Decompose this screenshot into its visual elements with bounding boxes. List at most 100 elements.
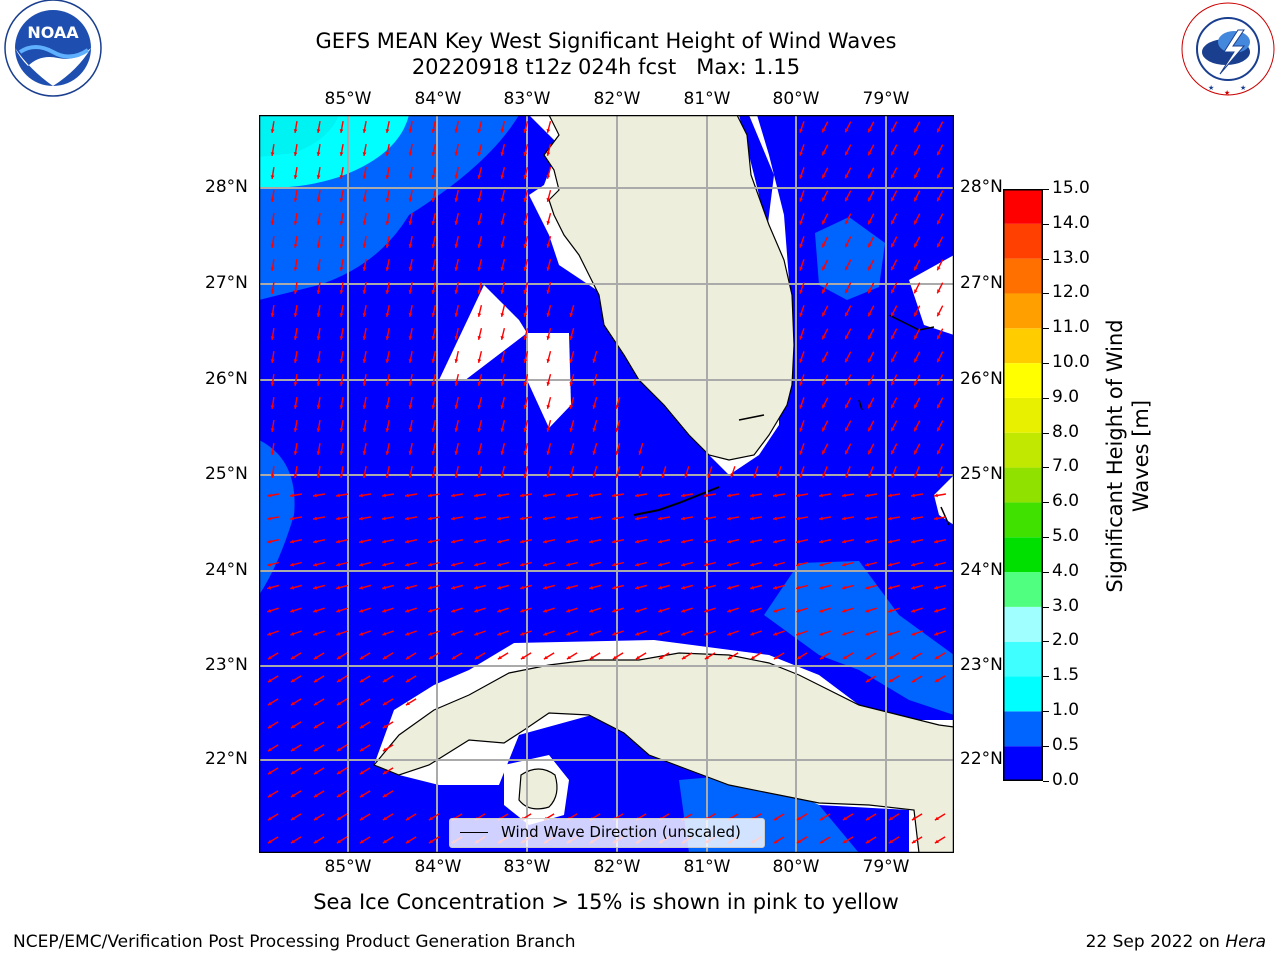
wave-direction-arrowhead xyxy=(474,608,479,613)
wave-direction-arrowhead xyxy=(316,244,321,248)
wave-direction-arrowhead xyxy=(868,289,872,294)
wave-direction-arrowhead xyxy=(428,493,432,498)
wave-direction-arrowhead xyxy=(382,516,386,521)
wave-direction-arrowhead xyxy=(727,608,732,613)
wave-direction-arrowhead xyxy=(431,359,436,363)
wave-direction-arrowhead xyxy=(681,608,686,613)
wave-direction-arrowhead xyxy=(799,381,803,386)
nws-logo: ★ ★ ★ xyxy=(1181,2,1275,97)
wave-direction-arrowhead xyxy=(454,267,459,271)
wave-direction-arrowhead xyxy=(339,428,344,432)
wave-direction-arrowhead xyxy=(799,289,803,294)
wave-direction-arrowhead xyxy=(523,473,528,478)
wave-direction-arrowhead xyxy=(822,427,826,432)
wave-direction-arrowhead xyxy=(658,608,663,613)
wave-direction-arrowhead xyxy=(937,174,941,179)
wave-direction-arrowhead xyxy=(592,404,597,409)
wave-direction-arrowhead xyxy=(267,655,272,660)
wave-direction-arrowhead xyxy=(336,655,341,660)
wave-direction-arrowhead xyxy=(845,174,849,179)
footer-date-text: 22 Sep 2022 on xyxy=(1085,932,1226,952)
wave-direction-arrowhead xyxy=(546,312,551,317)
wave-direction-arrowhead xyxy=(405,655,410,660)
colorbar-tick-label: 15.0 xyxy=(1052,178,1090,198)
wave-direction-arrowhead xyxy=(500,359,505,363)
wave-direction-arrowhead xyxy=(704,539,708,544)
wave-direction-arrowhead xyxy=(934,678,939,683)
wave-direction-arrowhead xyxy=(428,585,433,590)
wave-direction-arrowhead xyxy=(569,473,574,478)
colorbar-segment xyxy=(1003,746,1043,781)
wave-direction-arrowhead xyxy=(382,839,387,844)
wave-direction-arrowhead xyxy=(937,151,941,156)
wave-direction-arrowhead xyxy=(405,493,409,498)
colorbar-segment xyxy=(1003,676,1043,712)
lat-label-27n-left: 27°N xyxy=(205,273,248,293)
wave-direction-arrowhead xyxy=(454,474,459,478)
wave-direction-arrowhead xyxy=(911,632,916,636)
wave-direction-arrowhead xyxy=(313,678,318,683)
wave-direction-arrowhead xyxy=(267,562,272,567)
wave-direction-arrowhead xyxy=(937,427,941,432)
wave-direction-arrowhead xyxy=(842,562,847,567)
wave-direction-arrowhead xyxy=(911,678,916,683)
wave-direction-arrowhead xyxy=(336,562,341,567)
wave-direction-arrowhead xyxy=(405,608,410,613)
wave-direction-arrowhead xyxy=(339,313,344,317)
colorbar-segment xyxy=(1003,189,1043,224)
wave-direction-arrowhead xyxy=(704,585,709,590)
wave-direction-arrowhead xyxy=(566,632,571,636)
wave-direction-arrowhead xyxy=(359,701,364,706)
wave-direction-arrowhead xyxy=(405,562,410,567)
wave-direction-arrowhead xyxy=(336,839,341,844)
wave-direction-arrowhead xyxy=(313,539,317,544)
wave-direction-arrowhead xyxy=(822,404,826,409)
wave-direction-arrowhead xyxy=(845,197,849,202)
wave-direction-arrowhead xyxy=(546,450,551,455)
wave-direction-arrowhead xyxy=(914,358,918,363)
wave-direction-arrowhead xyxy=(477,382,482,386)
wave-direction-arrowhead xyxy=(523,243,528,248)
colorbar-tick-mark xyxy=(1043,641,1049,643)
wave-direction-arrowhead xyxy=(845,404,849,409)
wave-direction-arrowhead xyxy=(313,632,318,636)
wave-field-0p5-1p0-atlantic xyxy=(815,217,885,300)
wave-direction-arrowhead xyxy=(819,585,824,590)
wave-direction-arrowhead xyxy=(431,198,436,202)
colorbar-tick-label: 1.5 xyxy=(1052,665,1080,686)
wave-direction-arrowhead xyxy=(408,244,413,248)
wave-direction-arrowhead xyxy=(796,539,800,544)
wave-direction-arrowhead xyxy=(359,608,364,613)
wave-direction-arrowhead xyxy=(523,427,528,432)
wave-direction-arrowhead xyxy=(316,221,321,225)
wave-direction-arrowhead xyxy=(477,198,482,202)
colorbar-segment xyxy=(1003,363,1043,398)
wave-direction-arrowhead xyxy=(704,562,709,567)
wave-direction-arrowhead xyxy=(727,585,732,590)
wave-direction-arrowhead xyxy=(937,128,941,133)
lat-label-25n-left: 25°N xyxy=(205,464,248,484)
wave-direction-arrowhead xyxy=(911,839,916,844)
wave-direction-arrowhead xyxy=(658,562,663,567)
wave-direction-arrowhead xyxy=(661,473,666,478)
wave-direction-arrowhead xyxy=(362,428,367,432)
wave-direction-arrowhead xyxy=(339,198,344,202)
wave-direction-arrowhead xyxy=(796,585,801,590)
wave-direction-arrowhead xyxy=(865,539,869,544)
wave-direction-arrowhead xyxy=(589,585,594,590)
wave-direction-arrowhead xyxy=(454,129,459,133)
wave-direction-arrowhead xyxy=(477,152,482,156)
wave-direction-arrowhead xyxy=(822,381,826,386)
wave-direction-arrowhead xyxy=(316,175,321,179)
lat-label-22n-left: 22°N xyxy=(205,749,248,769)
wave-direction-arrowhead xyxy=(339,175,344,179)
wave-direction-arrowhead xyxy=(681,539,685,544)
wave-direction-arrowhead xyxy=(937,289,941,294)
wave-direction-arrowhead xyxy=(267,816,272,821)
wave-direction-arrowhead xyxy=(520,493,524,498)
wave-direction-arrowhead xyxy=(497,516,501,521)
wave-direction-arrowhead xyxy=(290,701,295,706)
wave-direction-arrowhead xyxy=(267,678,272,683)
lat-label-26n-left: 26°N xyxy=(205,369,248,389)
colorbar-tick-label: 5.0 xyxy=(1052,526,1080,546)
